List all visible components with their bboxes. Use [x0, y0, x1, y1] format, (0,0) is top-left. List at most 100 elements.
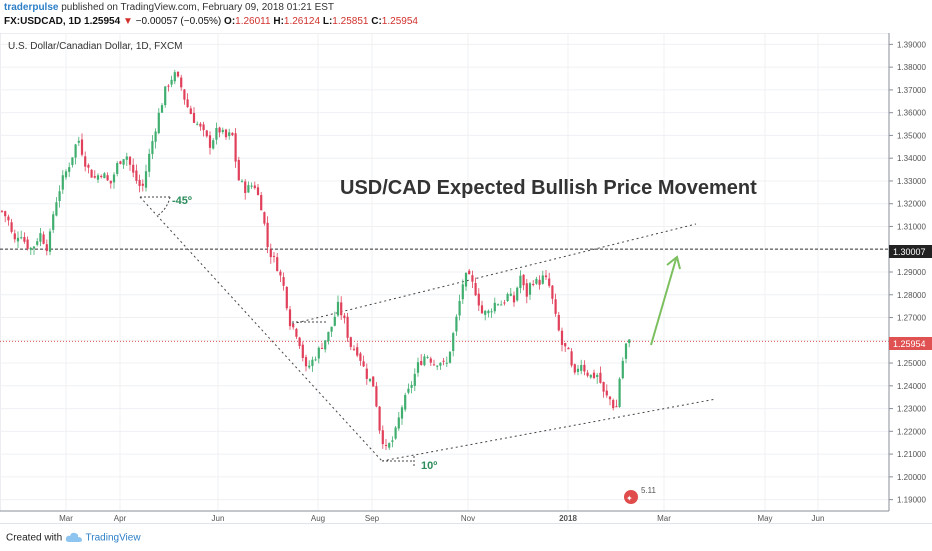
- candle-body: [628, 339, 631, 344]
- candle-body: [45, 244, 48, 251]
- candle-body: [247, 185, 250, 193]
- time-tick-label: Mar: [59, 514, 73, 523]
- time-tick-label: 2018: [559, 514, 577, 523]
- candle-body: [42, 234, 45, 244]
- candle-body: [234, 133, 237, 162]
- candle-body: [237, 159, 240, 181]
- price-tick-label: 1.22000: [897, 427, 926, 436]
- candle-body: [292, 324, 295, 328]
- candle-body: [84, 156, 87, 167]
- candle-body: [496, 304, 500, 306]
- candle-body: [23, 236, 26, 242]
- time-axis[interactable]: Mar Apr Jun Aug Sep Nov 2018 Mar May Jun: [0, 510, 889, 523]
- high-label: H:: [273, 16, 284, 27]
- candle-body: [141, 183, 144, 186]
- candle-body: [429, 358, 432, 363]
- candle-body: [0, 210, 4, 212]
- trend-drawings: [139, 196, 717, 466]
- candle-body: [519, 275, 522, 289]
- candle-body: [432, 364, 436, 366]
- candle-body: [365, 368, 368, 379]
- candle-body: [109, 180, 112, 184]
- candle-body: [71, 157, 74, 166]
- level-price-tag: 1.30007: [889, 245, 932, 258]
- candle-body: [176, 71, 180, 77]
- candle-body: [205, 130, 208, 137]
- candle-body: [61, 175, 64, 190]
- price-tick-label: 1.34000: [897, 154, 926, 163]
- candle-body: [410, 384, 413, 388]
- candle-body: [330, 326, 333, 332]
- candle-body: [311, 359, 314, 366]
- candle-body: [228, 132, 231, 137]
- open-value: 1.26011: [235, 16, 271, 27]
- candle-body: [484, 310, 487, 315]
- price-tick-label: 1.19000: [897, 496, 926, 505]
- candle-body: [493, 302, 496, 312]
- candle-body: [349, 337, 352, 347]
- candle-body: [20, 237, 23, 239]
- candle-body: [308, 365, 311, 368]
- price-axis-bg: [889, 33, 932, 523]
- candle-body: [93, 176, 96, 178]
- current-tag-bg: [889, 337, 932, 350]
- candle-body: [144, 171, 148, 188]
- created-with-text: Created with: [6, 532, 63, 544]
- chart-header: traderpulse published on TradingView.com…: [0, 0, 932, 32]
- candle-body: [589, 374, 592, 378]
- tradingview-brand[interactable]: TradingView: [85, 532, 141, 544]
- candle-body: [164, 86, 167, 106]
- candle-body: [157, 112, 160, 134]
- candle-body: [180, 77, 183, 88]
- candle-body: [564, 342, 567, 347]
- candle-body: [356, 347, 359, 356]
- candle-body: [202, 124, 205, 131]
- candle-body: [138, 179, 141, 186]
- candle-body: [394, 427, 397, 439]
- candle-body: [612, 399, 615, 409]
- author-link[interactable]: traderpulse: [4, 2, 59, 13]
- candle-body: [58, 191, 61, 202]
- candle-body: [404, 394, 407, 410]
- candle-body: [541, 275, 544, 284]
- event-label: 5.11: [641, 486, 657, 495]
- candle-body: [52, 214, 55, 230]
- time-tick-label: Jun: [812, 514, 825, 523]
- candle-body: [548, 278, 551, 286]
- price-axis[interactable]: 1.39000 1.38000 1.37000 1.36000 1.35000 1.340…: [888, 33, 932, 523]
- time-tick-label: May: [757, 514, 772, 523]
- canadian-event-icon[interactable]: [624, 490, 638, 504]
- candle-body: [452, 333, 455, 351]
- price-tick-label: 1.27000: [897, 314, 926, 323]
- candle-body: [29, 247, 32, 250]
- candle-body: [112, 174, 116, 183]
- price-tick-label: 1.37000: [897, 86, 926, 95]
- price-chart[interactable]: USD/CAD Expected Bullish Price Movement …: [0, 32, 932, 523]
- bullish-arrow-icon: [666, 255, 681, 270]
- candle-body: [436, 365, 439, 367]
- price-tick-label: 1.36000: [897, 109, 926, 118]
- event-marker[interactable]: ✦ 5.11: [624, 486, 657, 504]
- price-tick-label: 1.20000: [897, 473, 926, 482]
- candle-body: [391, 440, 394, 442]
- candle-body: [570, 351, 573, 366]
- chart-area[interactable]: USD/CAD Expected Bullish Price Movement …: [0, 32, 932, 523]
- candle-body: [90, 169, 93, 178]
- created-with: Created with TradingView: [6, 532, 141, 544]
- candle-body: [100, 175, 103, 177]
- time-tick-label: Mar: [657, 514, 671, 523]
- price-tick-label: 1.38000: [897, 63, 926, 72]
- candle-body: [423, 356, 426, 366]
- level-tag-text: 1.30007: [893, 247, 926, 257]
- candle-body: [244, 181, 247, 194]
- candle-body: [218, 127, 221, 133]
- candle-body: [416, 362, 420, 373]
- candle-body: [263, 212, 266, 224]
- close-label: C:: [371, 16, 382, 27]
- candle-body: [448, 351, 452, 363]
- candle-body: [516, 287, 519, 301]
- candle-body: [32, 246, 36, 249]
- candle-body: [532, 283, 535, 285]
- candle-body: [304, 357, 308, 367]
- candle-body: [506, 293, 509, 302]
